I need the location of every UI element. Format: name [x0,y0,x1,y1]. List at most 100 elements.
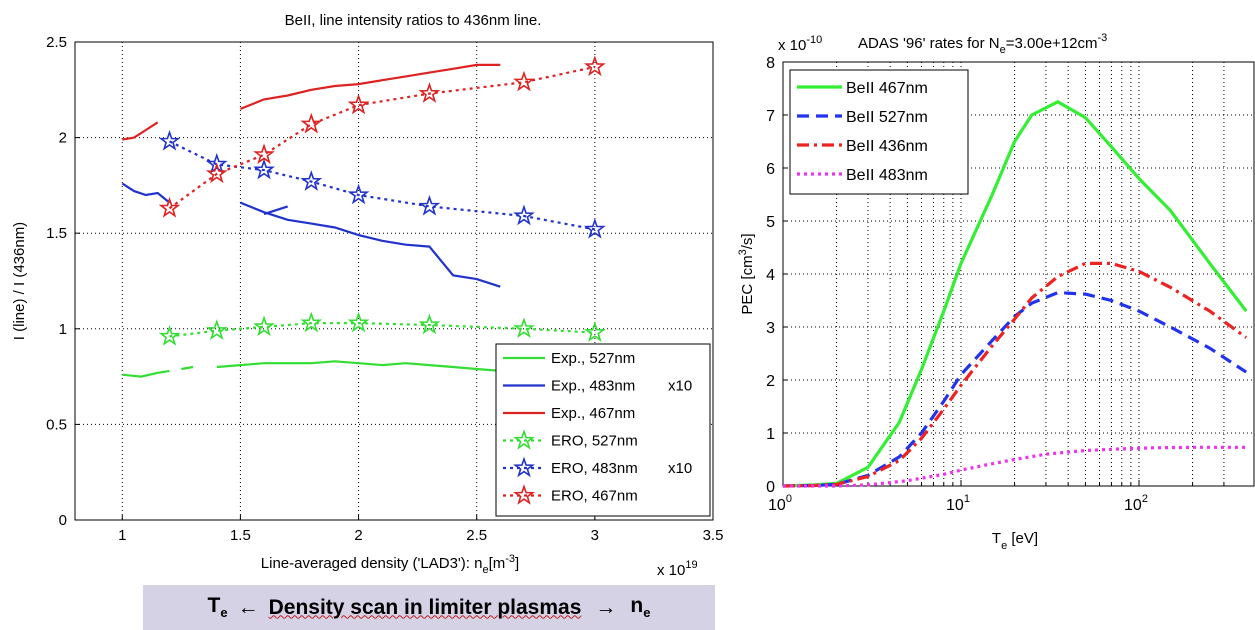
left-x-tick-label: 3.5 [703,527,724,544]
left-series-line [181,365,194,371]
ne-symbol: ne [630,594,651,621]
right-y-tick-label: 7 [766,108,775,125]
left-x-multiplier: x 1019 [657,559,698,579]
left-star-point [583,217,606,239]
left-series-line [121,182,171,204]
right-series-line [782,261,1248,488]
right-x-tick-label: 100 [768,493,792,514]
banner-text: Density scan in limiter plasmas [268,595,582,619]
right-legend: BeII 467nm BeII 527nm BeII 436nm BeII 483nm [789,69,969,195]
left-star-point [300,170,323,191]
left-arrow-icon: ← [237,595,259,619]
left-star-point [583,55,606,77]
left-star-point [513,317,535,339]
legend-star-icon [513,429,535,450]
legend-label: Exp., 483nm [551,378,635,395]
left-star-point [300,112,323,134]
right-y-tick-label: 4 [766,267,775,284]
right-chart-title: ADAS '96' rates for Ne=3.00e+12cm-3 [858,32,1107,56]
left-star-point [205,319,228,340]
left-x-tick-label: 3 [591,527,599,544]
legend-suffix: x10 [668,460,692,477]
right-y-axis-label: PEC [cm3/s] [737,233,756,314]
right-x-tick-label: 101 [946,493,970,514]
right-x-axis-label: Te [eV] [992,530,1038,552]
legend-label: BeII 467nm [846,80,928,97]
right-y-tick-label: 0 [766,479,775,496]
left-star-point [253,158,275,180]
left-x-tick-label: 2 [354,527,362,544]
left-y-tick-label: 1.5 [46,225,67,242]
left-star-point [513,70,535,92]
legend-label: ERO, 483nm [551,460,638,477]
left-star-point [418,82,441,103]
left-star-point [583,321,606,342]
te-symbol: Te [207,594,228,621]
right-y-tick-label: 5 [766,214,775,231]
left-x-tick-label: 1.5 [230,527,251,544]
left-series-line [168,65,596,210]
left-star-point [205,152,228,174]
left-y-tick-label: 0 [59,512,67,529]
left-series-line [239,201,501,288]
left-series-line [122,369,170,378]
legend-label: BeII 436nm [846,138,928,155]
left-x-tick-label: 2.5 [466,527,487,544]
left-star-point [347,93,370,115]
legend-suffix: x10 [668,378,692,395]
left-y-axis-label: I (line) / I (436nm) [11,222,28,340]
left-legend-box [495,343,711,517]
left-star-point [418,313,441,335]
left-y-tick-label: 1 [59,321,67,338]
right-y-tick-label: 1 [766,426,775,443]
legend-label: ERO, 467nm [551,488,638,505]
left-series-line [216,360,501,372]
right-y-multiplier: x 10-10 [778,34,822,54]
left-ticks: 1 1.5 2 2.5 3 3.5 0 0.5 1 1.5 2 2.5 [46,34,723,544]
legend-label: BeII 527nm [846,109,928,126]
legend-label: ERO, 527nm [551,433,638,450]
left-x-tick-label: 1 [118,527,126,544]
left-star-point [158,325,181,346]
legend-label: Exp., 527nm [551,350,635,367]
right-series [782,99,1248,488]
left-y-tick-label: 0.5 [46,416,67,433]
left-star-point [418,194,441,216]
legend-star-icon [513,484,535,505]
left-series [121,55,606,378]
legend-star-icon [513,456,535,478]
left-series-line [239,63,501,110]
legend-label: Exp., 467nm [551,405,635,422]
left-star-point [253,315,275,337]
right-y-tick-label: 3 [766,320,775,337]
right-chart: x 10-10 ADAS '96' rates for Ne=3.00e+12c… [737,32,1255,552]
left-star-point [347,311,370,333]
left-y-tick-label: 2.5 [46,34,67,51]
right-ticks: 100 101 102 0 1 2 3 4 5 6 7 8 [766,55,1225,514]
legend-label: BeII 483nm [846,167,928,184]
right-grid [783,62,1254,486]
right-y-tick-label: 2 [766,373,775,390]
left-star-point [205,162,228,184]
right-arrow-icon: → [595,595,617,619]
left-chart-title: BeII, line intensity ratios to 436nm lin… [285,12,542,29]
right-x-tick-label: 102 [1124,493,1148,514]
left-star-point [158,129,181,151]
left-chart: BeII, line intensity ratios to 436nm lin… [11,12,723,579]
left-legend: Exp., 527nm Exp., 483nm x10 Exp., 467nm ERO,… [495,343,711,517]
right-series-line [783,445,1247,488]
density-scan-banner: Te ← Density scan in limiter plasmas → n… [143,585,715,630]
right-series-line [782,99,1248,488]
left-x-axis-label: Line-averaged density ('LAD3'): ne[m-3] [261,553,519,576]
right-y-tick-label: 6 [766,161,775,178]
left-series-line [263,205,289,216]
left-star-point [347,183,370,205]
left-series-line [122,121,159,141]
left-plot-frame [74,41,714,521]
left-star-point [158,196,181,218]
left-star-point [300,311,323,333]
left-star-point [253,143,275,165]
left-y-tick-label: 2 [59,130,67,147]
right-y-tick-label: 8 [766,55,775,72]
